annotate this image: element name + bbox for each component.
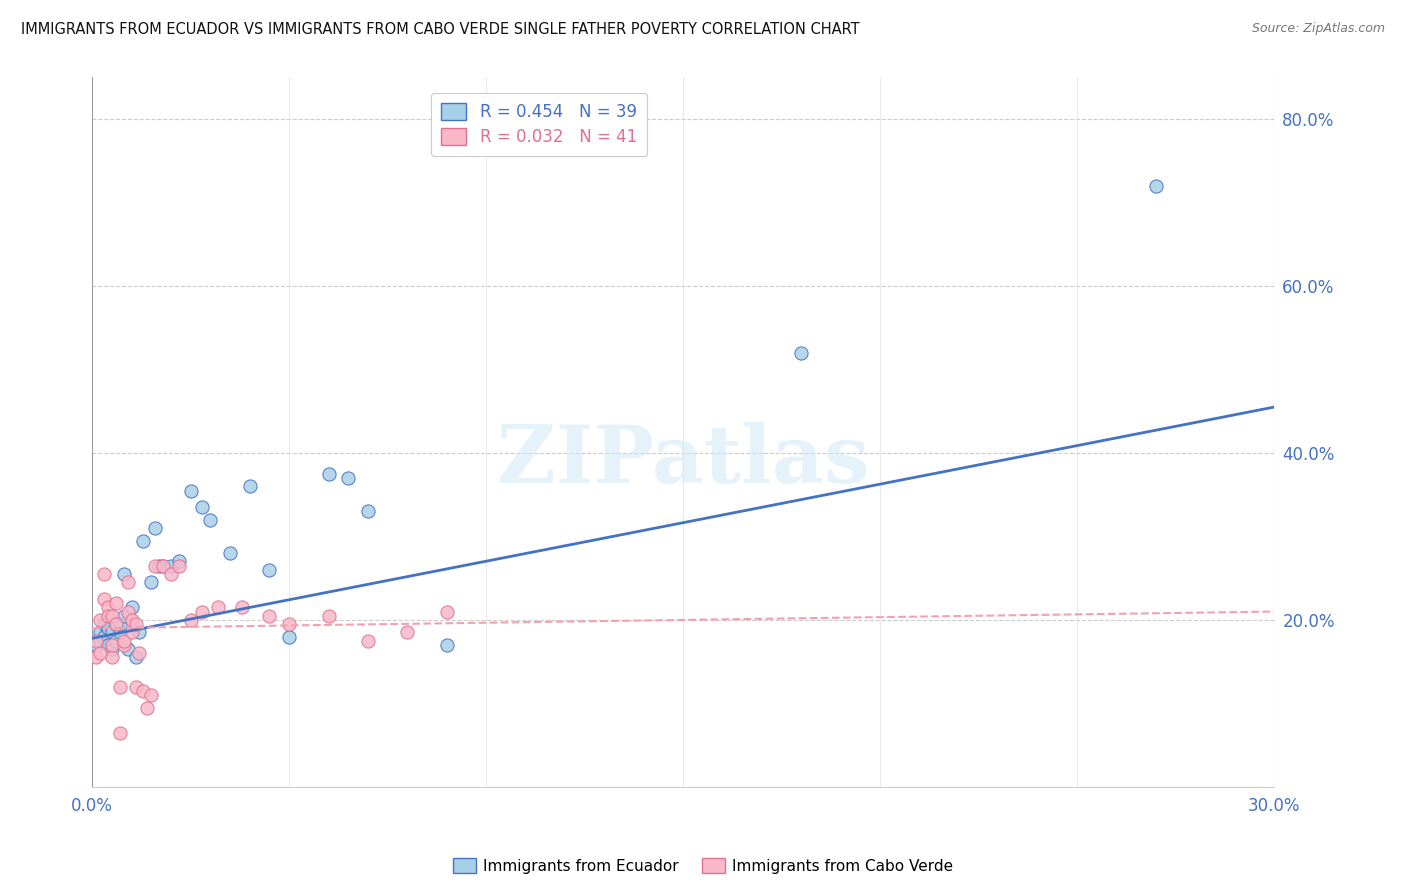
- Point: [93, 630, 115, 644]
- Point: [167, 558, 190, 573]
- Point: [104, 617, 127, 632]
- Point: [396, 625, 419, 640]
- Legend: R = 0.454   N = 39, R = 0.032   N = 41: R = 0.454 N = 39, R = 0.032 N = 41: [432, 93, 647, 156]
- Point: [108, 725, 131, 739]
- Point: [1144, 178, 1167, 193]
- Point: [93, 567, 115, 582]
- Point: [124, 617, 146, 632]
- Point: [104, 596, 127, 610]
- Point: [143, 521, 166, 535]
- Point: [180, 483, 202, 498]
- Point: [259, 608, 281, 623]
- Point: [112, 567, 135, 582]
- Point: [191, 605, 214, 619]
- Point: [141, 575, 163, 590]
- Point: [231, 600, 253, 615]
- Point: [97, 600, 120, 615]
- Point: [152, 558, 174, 573]
- Point: [136, 700, 159, 714]
- Point: [148, 558, 170, 573]
- Point: [124, 650, 146, 665]
- Point: [117, 642, 139, 657]
- Point: [357, 504, 380, 518]
- Point: [436, 605, 458, 619]
- Point: [141, 688, 163, 702]
- Point: [167, 554, 190, 568]
- Point: [104, 633, 127, 648]
- Point: [89, 625, 111, 640]
- Point: [89, 646, 111, 660]
- Point: [180, 613, 202, 627]
- Text: ZIPatlas: ZIPatlas: [496, 422, 869, 500]
- Text: Source: ZipAtlas.com: Source: ZipAtlas.com: [1251, 22, 1385, 36]
- Point: [128, 646, 150, 660]
- Point: [104, 617, 127, 632]
- Point: [278, 630, 301, 644]
- Point: [84, 638, 107, 652]
- Point: [108, 680, 131, 694]
- Point: [101, 625, 124, 640]
- Point: [152, 558, 174, 573]
- Point: [117, 605, 139, 619]
- Point: [436, 638, 458, 652]
- Point: [84, 650, 107, 665]
- Point: [160, 567, 183, 582]
- Point: [101, 642, 124, 657]
- Point: [93, 617, 115, 632]
- Point: [97, 638, 120, 652]
- Point: [112, 608, 135, 623]
- Point: [790, 346, 813, 360]
- Point: [357, 633, 380, 648]
- Point: [89, 613, 111, 627]
- Point: [121, 625, 143, 640]
- Point: [278, 617, 301, 632]
- Point: [132, 684, 155, 698]
- Point: [108, 625, 131, 640]
- Point: [121, 613, 143, 627]
- Point: [318, 467, 340, 481]
- Point: [97, 621, 120, 635]
- Point: [101, 650, 124, 665]
- Point: [112, 633, 135, 648]
- Point: [84, 633, 107, 648]
- Point: [101, 638, 124, 652]
- Point: [160, 558, 183, 573]
- Point: [337, 471, 360, 485]
- Point: [124, 680, 146, 694]
- Point: [143, 558, 166, 573]
- Point: [132, 533, 155, 548]
- Legend: Immigrants from Ecuador, Immigrants from Cabo Verde: Immigrants from Ecuador, Immigrants from…: [447, 852, 959, 880]
- Point: [318, 608, 340, 623]
- Point: [207, 600, 229, 615]
- Point: [219, 546, 242, 560]
- Point: [128, 625, 150, 640]
- Point: [101, 608, 124, 623]
- Point: [200, 513, 222, 527]
- Point: [259, 563, 281, 577]
- Point: [117, 575, 139, 590]
- Text: IMMIGRANTS FROM ECUADOR VS IMMIGRANTS FROM CABO VERDE SINGLE FATHER POVERTY CORR: IMMIGRANTS FROM ECUADOR VS IMMIGRANTS FR…: [21, 22, 859, 37]
- Point: [108, 617, 131, 632]
- Point: [191, 500, 214, 515]
- Point: [97, 608, 120, 623]
- Point: [93, 592, 115, 607]
- Point: [89, 633, 111, 648]
- Point: [121, 600, 143, 615]
- Point: [239, 479, 262, 493]
- Point: [112, 638, 135, 652]
